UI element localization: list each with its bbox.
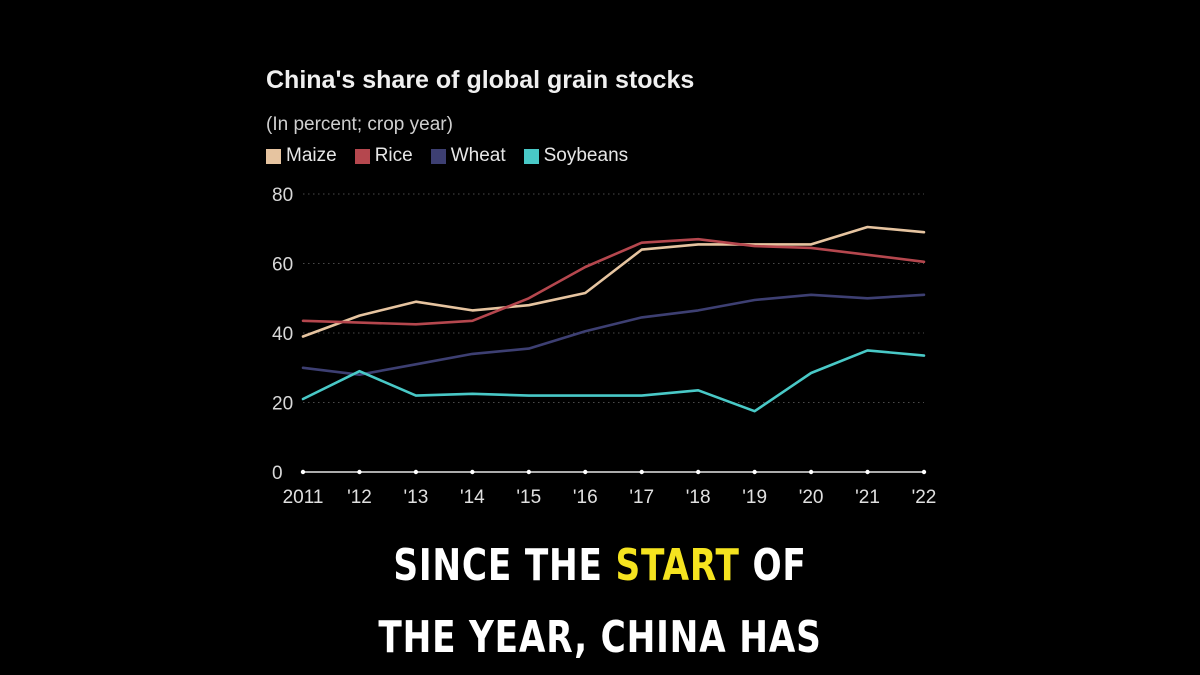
y-tick-label: 20 xyxy=(272,394,293,415)
x-tick-mark xyxy=(752,469,757,475)
legend-label: Maize xyxy=(286,145,337,166)
chart-subtitle: (In percent; crop year) xyxy=(266,114,453,135)
legend-label: Wheat xyxy=(450,145,506,166)
caption-line-2: THE YEAR, CHINA HAS xyxy=(378,612,822,663)
legend-item-maize: Maize xyxy=(266,145,337,167)
caption-line-1-post: OF xyxy=(739,540,807,591)
caption-line-1: SINCE THE START OF xyxy=(132,540,1068,591)
x-tick-mark xyxy=(865,469,870,475)
legend-label: Soybeans xyxy=(543,145,629,166)
legend-label: Rice xyxy=(374,145,413,166)
chart-title: China's share of global grain stocks xyxy=(266,66,695,94)
series-line-rice xyxy=(301,237,926,326)
legend-swatch xyxy=(266,148,281,164)
y-tick-label: 40 xyxy=(272,324,293,345)
x-tick-label: 2011 xyxy=(283,487,324,508)
x-tick-mark xyxy=(300,469,306,475)
x-tick-label: '22 xyxy=(912,487,937,508)
x-tick-label: '12 xyxy=(347,487,372,508)
series-line-maize xyxy=(301,225,926,338)
x-tick-mark xyxy=(583,469,588,475)
caption-line-1-pre: SINCE THE xyxy=(393,540,616,591)
y-tick-label: 0 xyxy=(272,463,283,484)
legend-swatch xyxy=(430,148,446,164)
x-tick-label: '16 xyxy=(573,487,598,508)
x-tick-label: '20 xyxy=(799,487,824,508)
legend-item-wheat: Wheat xyxy=(430,145,506,167)
series-line-soybeans xyxy=(301,349,926,413)
legend-swatch xyxy=(354,148,370,164)
chart-legend: Maize Rice Wheat Soybeans xyxy=(266,145,628,167)
caption-highlight: START xyxy=(615,540,740,591)
x-tick-mark xyxy=(921,469,927,475)
x-tick-mark xyxy=(695,469,701,475)
x-tick-label: '17 xyxy=(629,487,654,508)
x-tick-mark xyxy=(808,469,814,475)
chart-panel: China's share of global grain stocks (In… xyxy=(248,0,960,530)
x-tick-label: '13 xyxy=(404,487,429,508)
x-tick-mark xyxy=(470,469,475,475)
x-tick-label: '15 xyxy=(516,487,541,508)
x-tick-label: '19 xyxy=(742,487,767,508)
legend-item-rice: Rice xyxy=(354,145,413,167)
legend-swatch xyxy=(523,148,539,164)
series-line-wheat xyxy=(301,293,926,377)
x-tick-mark xyxy=(357,469,362,475)
x-tick-label: '14 xyxy=(460,487,485,508)
y-tick-label: 60 xyxy=(272,255,293,276)
y-tick-label: 80 xyxy=(272,185,293,206)
legend-item-soybeans: Soybeans xyxy=(523,145,629,167)
x-tick-mark xyxy=(413,469,419,475)
x-tick-label: '21 xyxy=(855,487,880,508)
x-tick-label: '18 xyxy=(686,487,711,508)
x-tick-mark xyxy=(639,469,644,475)
x-tick-mark xyxy=(526,469,532,475)
